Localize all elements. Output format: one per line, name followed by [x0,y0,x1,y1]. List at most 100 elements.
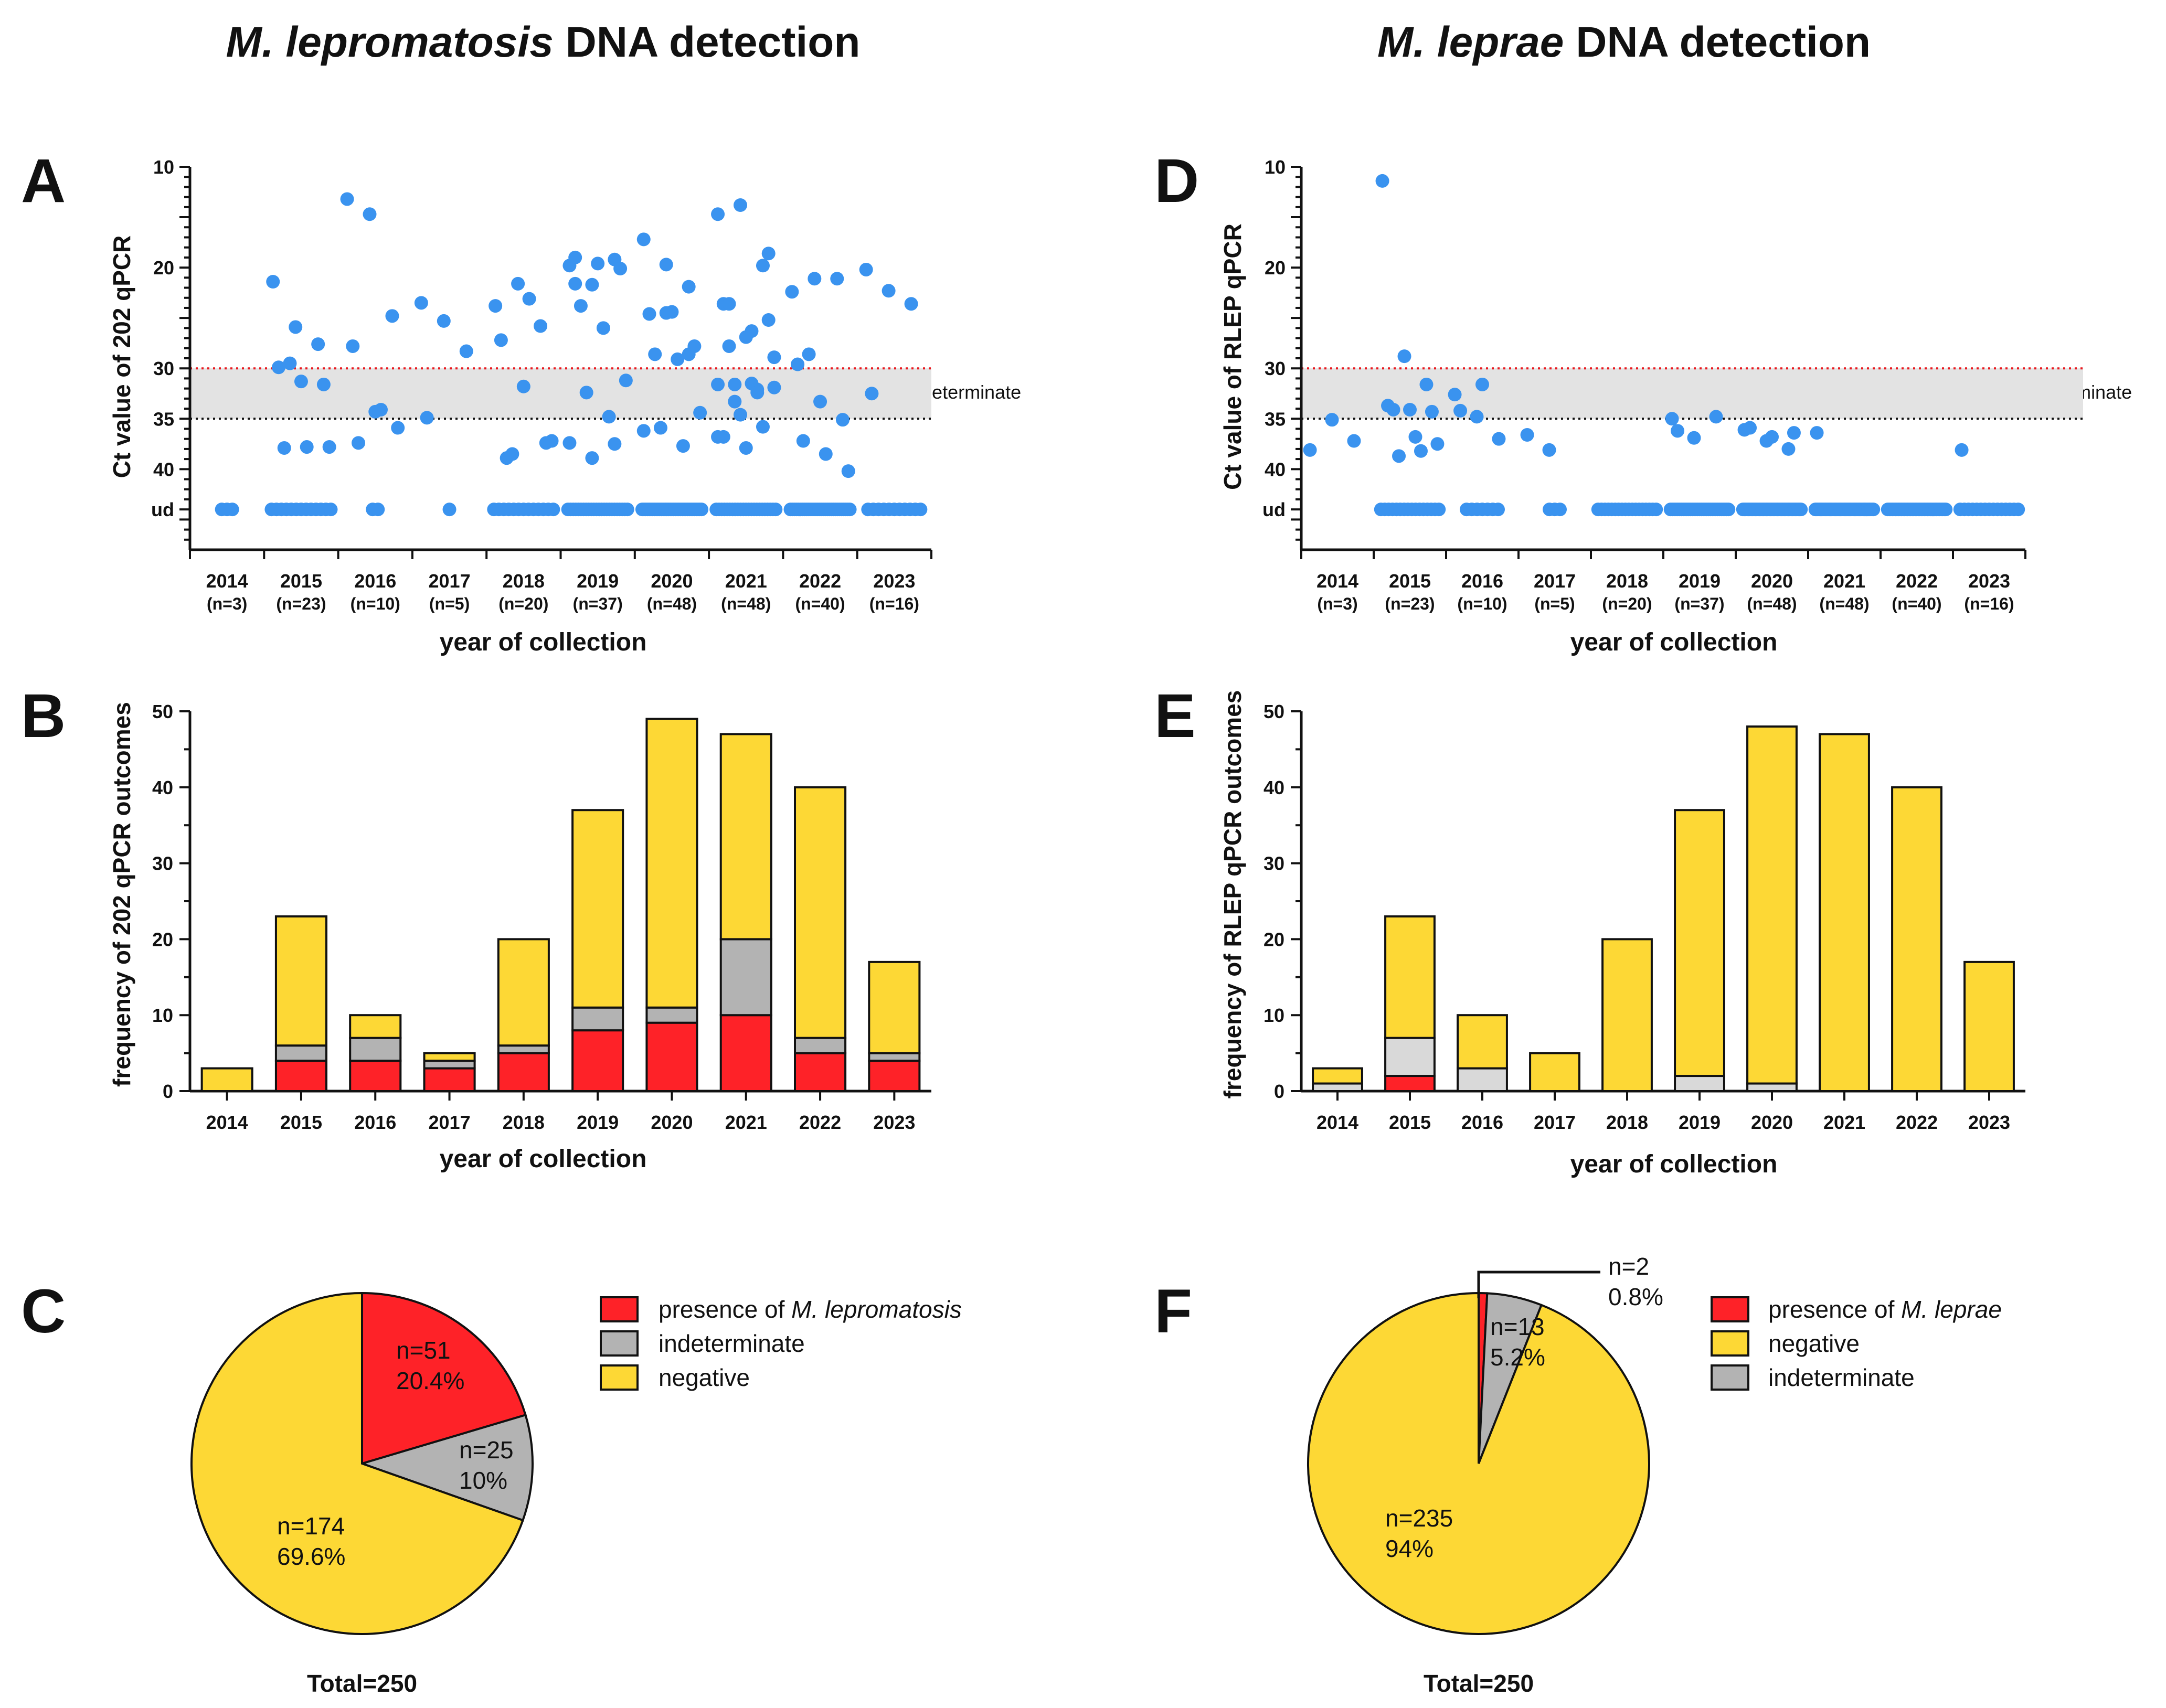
data-point-d [1542,443,1556,457]
ud-point-d [1649,503,1663,517]
data-point-a [608,437,622,451]
y-tick-label: 10 [1265,156,1286,178]
x-tick-n-label: (n=10) [351,594,400,613]
x-tick-n-label: (n=5) [429,594,470,613]
title-left-rest: DNA detection [554,18,861,66]
data-point-d [1397,349,1411,364]
x-tick-label: 2023 [873,570,915,592]
data-point-d [1425,404,1439,419]
bar-positive-b [645,1021,698,1093]
pie-chart-c: n=51 20.4% n=25 10% n=174 69.6% [190,1291,534,1635]
y-tick-label: ud [151,499,174,520]
bar-negative-e [1891,786,1942,1093]
data-point-a [516,379,530,393]
bar-positive-b [423,1067,476,1093]
data-point-a [613,262,628,276]
data-point-a [636,424,651,438]
y-tick-label: 30 [152,853,173,874]
y-tick-label: 0 [1274,1081,1284,1102]
xlabel-d: year of collection [1570,628,1778,656]
data-point-a [562,436,577,450]
xlabel-a: year of collection [440,628,647,656]
data-point-d [1475,377,1489,391]
x-tick-label: 2017 [429,1112,471,1133]
data-point-a [568,250,582,264]
title-left: M. lepromatosis DNA detection [226,18,861,66]
bar-negative-e [1819,733,1870,1092]
bar-indeterminate-b [274,1044,327,1062]
bar-negative-b [645,718,698,1009]
data-point-a [813,394,827,409]
x-tick-label: 2019 [577,570,619,592]
data-point-a [659,306,673,320]
ud-point-a [324,503,338,517]
data-point-a [374,402,388,417]
x-tick-label: 2022 [1896,570,1938,592]
y-tick-label: 40 [1265,458,1286,480]
bar-negative-b [868,960,921,1054]
data-point-a [671,352,685,366]
x-tick-label: 2014 [1316,1112,1358,1133]
pie-total-c: Total=250 [307,1670,417,1697]
ud-point-d [1866,503,1881,517]
data-point-a [489,299,503,313]
data-point-a [602,410,616,424]
data-point-a [289,320,303,334]
ud-point-a [769,503,783,517]
data-point-a [767,380,781,394]
y-tick-label: 35 [153,408,174,430]
y-tick-label: 10 [152,1005,173,1026]
y-tick-label: 0 [163,1081,173,1102]
data-point-d [1743,421,1757,435]
data-point-a [522,292,536,306]
x-tick-label: 2014 [206,570,248,592]
data-point-d [1492,432,1506,446]
x-tick-label: 2015 [280,570,322,592]
data-point-a [322,440,336,454]
bar-indeterminate-b [868,1052,921,1062]
bar-negative-b [571,809,624,1009]
data-point-d [1448,388,1462,402]
data-point-a [585,277,599,292]
pie-label-pct: 0.8% [1608,1283,1663,1310]
y-tick-label: 35 [1265,408,1286,430]
data-point-d [1453,403,1468,418]
data-point-d [1687,431,1701,445]
data-point-a [676,439,690,453]
panel-letter-e: E [1154,681,1196,751]
data-point-d [1665,412,1679,426]
bar-positive-b [571,1029,624,1093]
bar-negative-b [719,733,772,941]
bar-positive-b [794,1052,847,1092]
x-tick-n-label: (n=16) [1964,594,2014,613]
data-point-d [1671,424,1685,438]
data-point-d [1303,443,1317,457]
data-point-a [619,373,633,388]
scatter-chart-d: 10 20 30 35 40 ud 2014 (n=3) 2015 (n=23) 2016 (n=10… [1262,156,2083,613]
data-point-d [1347,434,1361,448]
ud-point-a [225,503,239,517]
bar-negative-e [1457,1014,1508,1070]
y-tick-label: 10 [153,156,174,178]
x-tick-label: 2016 [354,570,396,592]
data-point-a [830,272,844,286]
x-tick-label: 2014 [1316,570,1358,592]
data-point-a [414,296,428,310]
x-tick-n-label: (n=23) [276,594,326,613]
bar-negative-b [274,915,327,1047]
pie-slice-presence-of-m--lepromatosis [361,1291,527,1465]
x-tick-label: 2017 [429,570,471,592]
bar-negative-b [423,1052,476,1062]
legend-f-label-2: indeterminate [1768,1364,1915,1391]
ylabel-e: frequency of RLEP qPCR outcomes [1219,690,1246,1099]
data-point-a [505,447,519,461]
legend-c-swatch-1 [600,1330,639,1357]
data-point-a [728,394,742,409]
data-point-d [1765,430,1779,444]
y-tick-label: 50 [152,701,173,722]
x-tick-label: 2015 [280,1112,322,1133]
data-point-a [420,411,434,425]
bar-indeterminate-e [1312,1082,1363,1093]
indeterminate-band [190,368,931,419]
legend-c-label-2: negative [659,1364,750,1391]
